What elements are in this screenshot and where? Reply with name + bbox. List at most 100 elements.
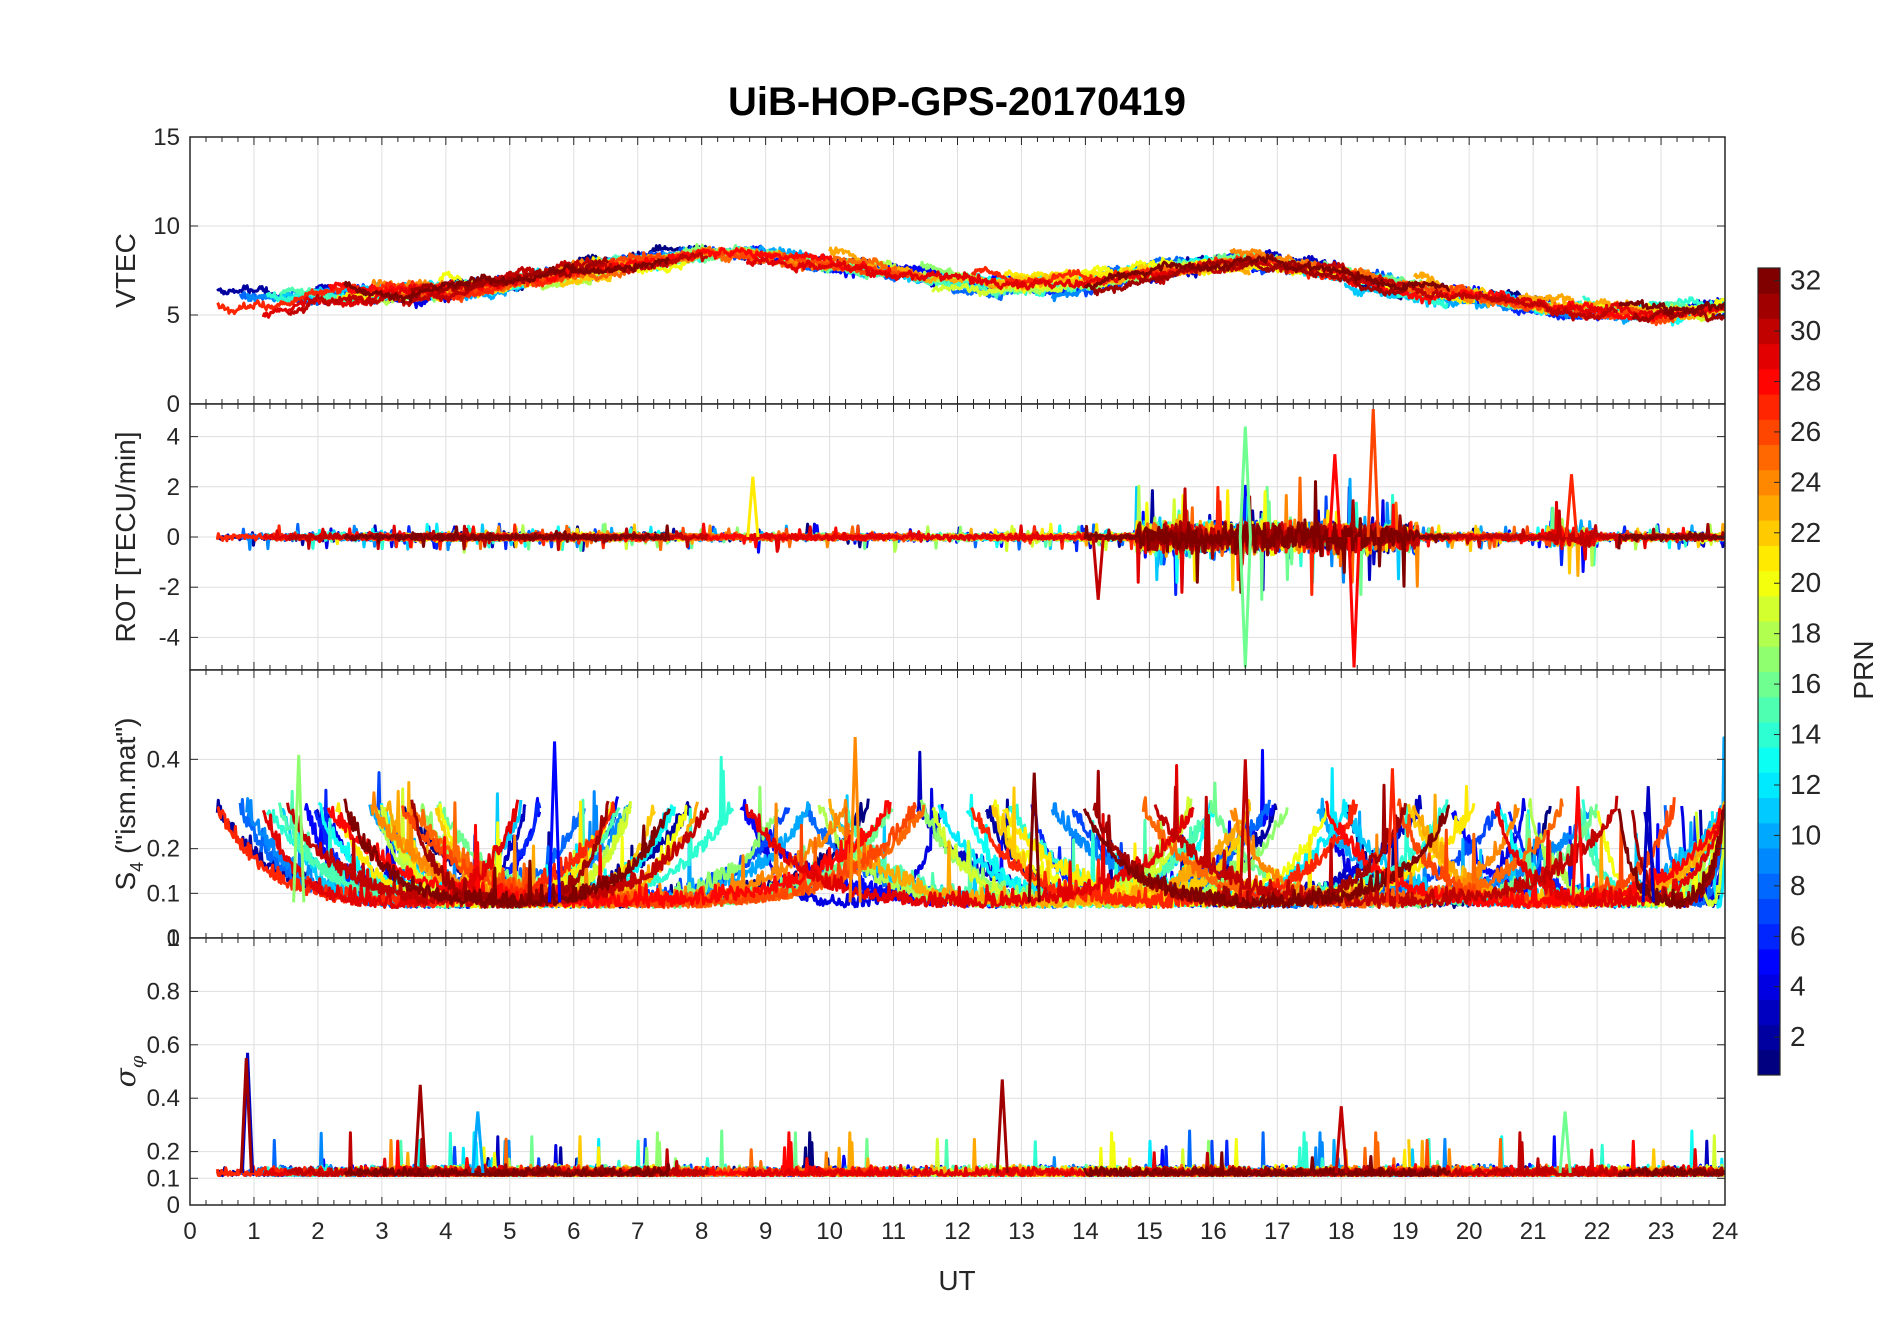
series-spike bbox=[413, 1084, 427, 1174]
series-spike bbox=[1641, 786, 1655, 903]
x-tick-label: 13 bbox=[1008, 1218, 1035, 1245]
series-line-prn-32 bbox=[1083, 480, 1451, 594]
x-tick-label: 16 bbox=[1200, 1218, 1227, 1245]
series-line-prn-30 bbox=[286, 802, 710, 909]
colorbar-segment bbox=[1758, 1024, 1780, 1051]
series-spike bbox=[1091, 536, 1105, 600]
colorbar-segment bbox=[1758, 721, 1780, 748]
y-tick-label: 0.2 bbox=[147, 1139, 180, 1166]
series-spike bbox=[239, 1058, 253, 1174]
colorbar-segment bbox=[1758, 822, 1780, 849]
series-line-prn-32 bbox=[1617, 808, 1725, 909]
colorbar-tick-label: 18 bbox=[1790, 618, 1821, 649]
colorbar-segment bbox=[1758, 444, 1780, 471]
series-line-prn-30 bbox=[1154, 257, 1619, 322]
x-tick-label: 14 bbox=[1072, 1218, 1099, 1245]
colorbar-segment bbox=[1758, 696, 1780, 723]
colorbar-tick-label: 26 bbox=[1790, 416, 1821, 447]
colorbar-segment bbox=[1758, 394, 1780, 420]
series-line-prn-32 bbox=[343, 798, 671, 909]
series-spike bbox=[1027, 772, 1041, 903]
x-tick-label: 15 bbox=[1136, 1218, 1163, 1245]
x-tick-label: 6 bbox=[567, 1218, 580, 1245]
panel-vtec-ylabel: VTEC bbox=[110, 233, 141, 308]
y-tick-label: 0.2 bbox=[147, 836, 180, 863]
panel-sigma: 00.10.2 0.4 0.6 0.8 σφ bbox=[109, 937, 1726, 1219]
panel-rot: -4 -2 0 2 4 ROT [TECU/min] bbox=[110, 403, 1726, 671]
series-line-prn-31 bbox=[1631, 306, 1725, 324]
series-spike bbox=[1347, 536, 1361, 668]
x-tick-label: 23 bbox=[1648, 1218, 1675, 1245]
panel-sigma-ylabel: σφ bbox=[109, 1055, 148, 1087]
colorbar-frame bbox=[1757, 267, 1781, 1076]
colorbar-segment bbox=[1758, 469, 1780, 496]
panel-s4: 0 0.1 0.2 0.4 1 S4 ("ism.mat") bbox=[110, 669, 1726, 952]
colorbar-tick-label: 12 bbox=[1790, 769, 1821, 800]
colorbar-tick-label: 20 bbox=[1790, 567, 1821, 598]
series-spike bbox=[1334, 1106, 1348, 1174]
x-tick-label: 21 bbox=[1520, 1218, 1547, 1245]
colorbar-segment bbox=[1758, 293, 1780, 319]
x-tick-label: 7 bbox=[631, 1218, 644, 1245]
series-line-prn-27 bbox=[970, 799, 1359, 909]
series-line-prn-21 bbox=[334, 800, 613, 909]
y-tick-label: 10 bbox=[153, 213, 180, 240]
series-spike bbox=[1238, 759, 1252, 903]
panel-vtec-series bbox=[216, 243, 1725, 327]
panel-rot-series bbox=[215, 408, 1725, 668]
y-tick-label: 0.4 bbox=[147, 1085, 180, 1112]
colorbar-tick-label: 6 bbox=[1790, 920, 1806, 951]
x-axis-label: UT bbox=[938, 1265, 975, 1296]
series-line-prn-28 bbox=[326, 800, 892, 909]
colorbar-segment bbox=[1758, 671, 1780, 698]
y-tick-label: 0.8 bbox=[147, 978, 180, 1005]
colorbar-tick-label: 16 bbox=[1790, 668, 1821, 699]
x-tick-label: 19 bbox=[1392, 1218, 1419, 1245]
series-spike bbox=[1571, 786, 1585, 903]
y-tick-label: 0.4 bbox=[147, 746, 180, 773]
y-tick-label: 0 bbox=[167, 391, 180, 418]
colorbar-segment bbox=[1758, 999, 1780, 1026]
x-tick-label: 20 bbox=[1456, 1218, 1483, 1245]
colorbar-segment bbox=[1758, 494, 1780, 521]
colorbar-tick-label: 32 bbox=[1790, 265, 1821, 296]
series-spike bbox=[995, 1079, 1009, 1174]
series-spike bbox=[292, 754, 306, 903]
series-spike bbox=[848, 736, 862, 903]
colorbar-segment bbox=[1758, 595, 1780, 622]
colorbar-segment bbox=[1758, 268, 1780, 294]
series-spike bbox=[1558, 1111, 1572, 1174]
colorbar-segment bbox=[1758, 948, 1780, 975]
colorbar-tick-label: 8 bbox=[1790, 870, 1806, 901]
x-tick-label: 0 bbox=[183, 1218, 196, 1245]
colorbar-segment bbox=[1758, 848, 1780, 874]
series-line-prn-23 bbox=[828, 798, 1251, 909]
colorbar-segment bbox=[1758, 368, 1780, 395]
panel-vtec: 0 5 10 15 VTEC bbox=[110, 124, 1726, 418]
series-line-prn-29 bbox=[261, 799, 520, 910]
series-line-prn-32 bbox=[1617, 1166, 1725, 1178]
series-line-prn-32 bbox=[343, 1162, 671, 1178]
y-tick-label: 2 bbox=[167, 474, 180, 501]
y-tick-label: 5 bbox=[167, 302, 180, 329]
y-tick-label: 4 bbox=[167, 424, 180, 451]
panel-rot-ylabel: ROT [TECU/min] bbox=[110, 431, 141, 642]
colorbar-segment bbox=[1758, 570, 1780, 597]
series-line-prn-32 bbox=[1083, 253, 1451, 292]
panel-s4-series bbox=[215, 736, 1725, 910]
colorbar-segment bbox=[1758, 923, 1780, 950]
y-tick-label: -2 bbox=[159, 574, 180, 601]
colorbar-label: PRN bbox=[1848, 640, 1879, 699]
x-tick-label: 5 bbox=[503, 1218, 516, 1245]
x-tick-label: 3 bbox=[375, 1218, 388, 1245]
y-tick-label: 0.6 bbox=[147, 1032, 180, 1059]
x-tick-label: 11 bbox=[881, 1218, 906, 1245]
y-tick-label: 0.1 bbox=[147, 880, 180, 907]
x-tick-label: 12 bbox=[944, 1218, 971, 1245]
x-tick-label: 10 bbox=[816, 1218, 843, 1245]
series-line-prn-32 bbox=[1617, 530, 1725, 550]
y-tick-label: 0 bbox=[167, 925, 180, 952]
x-tick-label: 9 bbox=[759, 1218, 772, 1245]
series-spike bbox=[746, 476, 760, 538]
